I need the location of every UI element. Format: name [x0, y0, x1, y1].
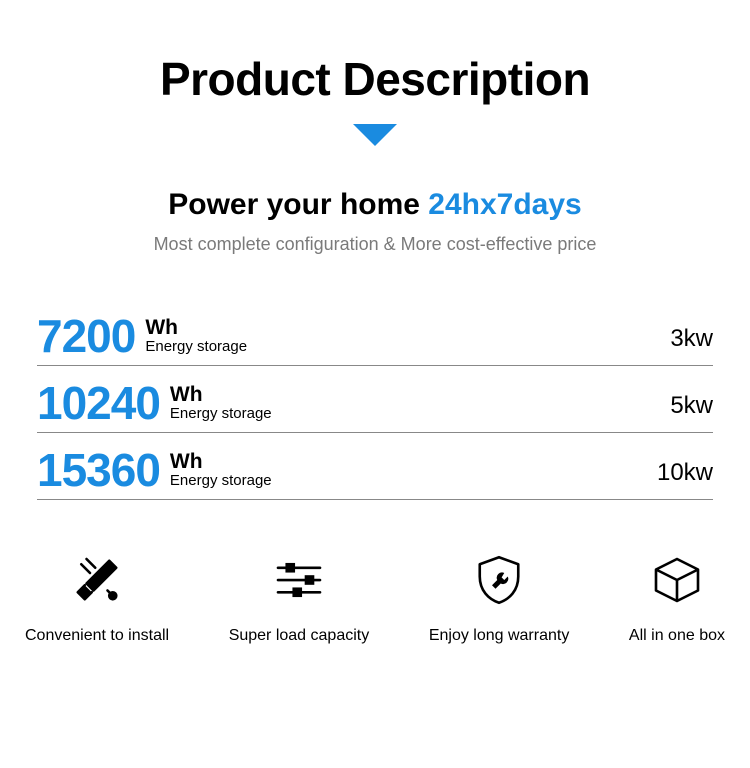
section-title: Product Description: [0, 52, 750, 106]
storage-unit: Wh: [170, 384, 272, 406]
table-row: 7200 Wh Energy storage 3kw: [37, 299, 713, 366]
tools-icon: [69, 552, 125, 613]
triangle-divider-icon: [353, 124, 397, 146]
subtitle-plain: Power your home: [168, 188, 428, 221]
subtitle: Power your home 24hx7days: [0, 188, 750, 222]
unit-block: Wh Energy storage: [170, 384, 272, 426]
storage-power: 3kw: [670, 325, 713, 359]
row-left: 15360 Wh Energy storage: [37, 447, 272, 493]
storage-sublabel: Energy storage: [145, 339, 247, 355]
feature-label: All in one box: [629, 627, 725, 645]
product-description-section: Product Description Power your home 24hx…: [0, 52, 750, 645]
storage-power: 5kw: [670, 392, 713, 426]
storage-unit: Wh: [145, 317, 247, 339]
tagline: Most complete configuration & More cost-…: [0, 234, 750, 255]
storage-table: 7200 Wh Energy storage 3kw 10240 Wh Ener…: [37, 299, 713, 500]
feature-allinone: All in one box: [629, 552, 725, 645]
shield-icon: [471, 552, 527, 613]
unit-block: Wh Energy storage: [170, 451, 272, 493]
storage-sublabel: Energy storage: [170, 473, 272, 489]
row-left: 7200 Wh Energy storage: [37, 313, 247, 359]
table-row: 15360 Wh Energy storage 10kw: [37, 433, 713, 500]
feature-capacity: Super load capacity: [229, 552, 370, 645]
features-row: Convenient to install Super load capacit…: [25, 552, 725, 645]
box-icon: [649, 552, 705, 613]
unit-block: Wh Energy storage: [145, 317, 247, 359]
feature-warranty: Enjoy long warranty: [429, 552, 570, 645]
subtitle-accent: 24hx7days: [428, 188, 581, 221]
feature-label: Enjoy long warranty: [429, 627, 570, 645]
table-row: 10240 Wh Energy storage 5kw: [37, 366, 713, 433]
feature-label: Super load capacity: [229, 627, 370, 645]
storage-power: 10kw: [657, 459, 713, 493]
storage-value: 10240: [37, 380, 160, 426]
storage-unit: Wh: [170, 451, 272, 473]
storage-value: 15360: [37, 447, 160, 493]
feature-install: Convenient to install: [25, 552, 169, 645]
storage-sublabel: Energy storage: [170, 406, 272, 422]
feature-label: Convenient to install: [25, 627, 169, 645]
sliders-icon: [271, 552, 327, 613]
storage-value: 7200: [37, 313, 135, 359]
row-left: 10240 Wh Energy storage: [37, 380, 272, 426]
